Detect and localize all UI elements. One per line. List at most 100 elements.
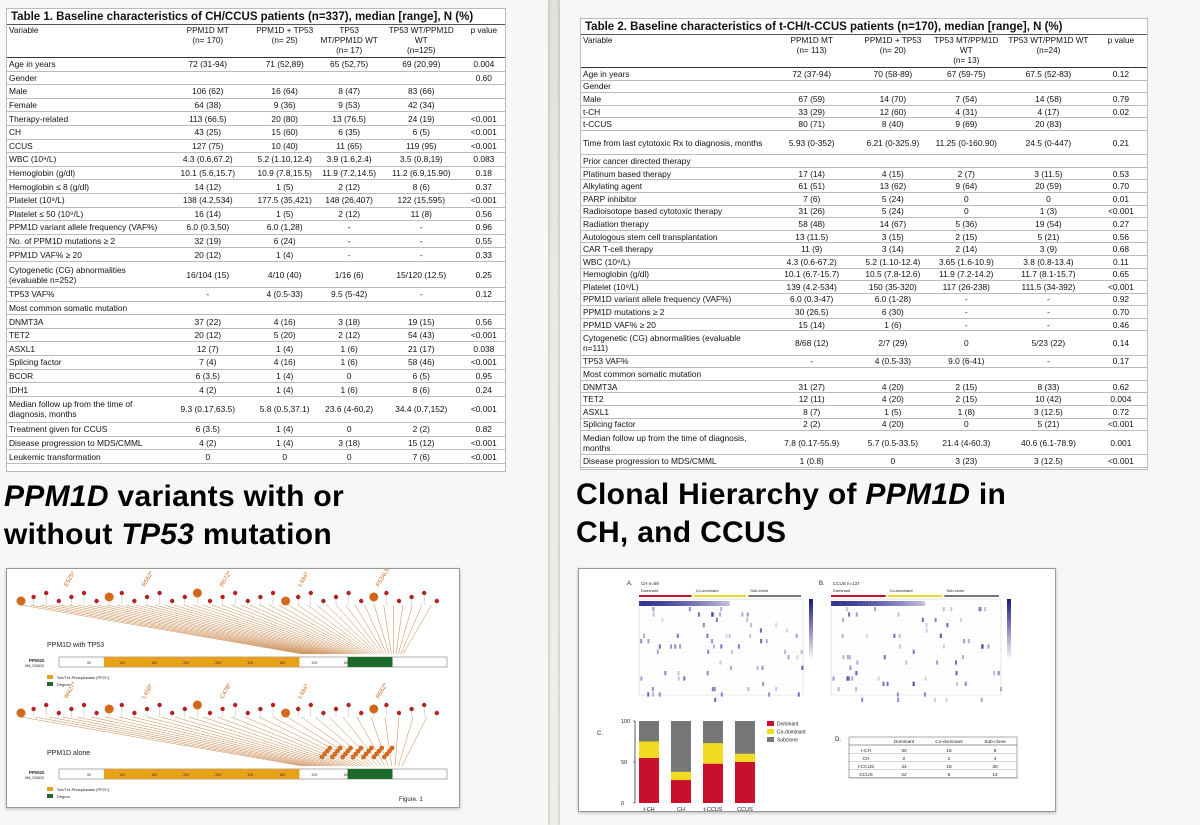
table-row: Age in years 72 (37-94) 70 (58-89) 67 (59-7… (581, 68, 1147, 81)
table2-col-header: p value (1095, 35, 1147, 67)
table-cell: <0.001 (1107, 419, 1134, 430)
legend-swatch (47, 682, 53, 686)
table-cell: 11.9 (7.2,14.5) (322, 168, 377, 179)
mutation-stick (356, 716, 386, 767)
table-row: DNMT3A 37 (22) 4 (16) 3 (18) 19 (15) 0.56 (7, 315, 505, 329)
mutation-stick (211, 604, 350, 655)
mutation-stick (174, 716, 341, 767)
table2-col-label: TP53 MT/PPM1D WT (934, 36, 999, 55)
table-cell: 0 (855, 469, 930, 470)
axis-tick: 350 (279, 661, 285, 665)
mutation-lollipop (182, 594, 187, 600)
table-cell: 12 (60) (879, 106, 907, 117)
table-row: Male 67 (59) 14 (70) 7 (54) 14 (58) 0.79 (581, 93, 1147, 106)
table-cell: 2 (7) (957, 168, 975, 179)
clonality-cell: 30 (901, 748, 907, 754)
table-cell: 3.5 (0.8,19) (399, 154, 443, 165)
heatmap-cell (647, 639, 650, 644)
table-cell: - (810, 356, 814, 367)
heatmap-cell (685, 601, 689, 606)
table-row: t-CH 33 (29) 12 (60) 4 (31) 4 (17) 0.02 (581, 106, 1147, 119)
heatmap-cell (852, 601, 856, 606)
color-scale-step (809, 653, 813, 656)
axis-tick: 300 (247, 661, 253, 665)
heatmap-cell (801, 665, 804, 670)
table-cell: 148 (26,407) (325, 195, 373, 206)
color-scale-step (809, 626, 813, 629)
table-cell: 11.9 (7.2-14.2) (939, 269, 994, 280)
table-cell: 0.21 (1112, 137, 1130, 148)
mutation-lollipop (346, 590, 351, 596)
heatmap-cell (868, 601, 872, 606)
heatmap-cell (849, 601, 853, 606)
mutation-lollipop (422, 590, 427, 596)
table-row: Disease progression to MDS/CMML 4 (2) 1 (4… (7, 437, 505, 451)
heatmap-cell (925, 628, 928, 633)
table-cell: 1 (4) (276, 384, 294, 395)
color-scale-step (809, 620, 813, 623)
heatmap-cell (658, 692, 661, 697)
table-cell: 3 (9) (1039, 244, 1058, 255)
row-label: Time from last cytotoxic Rx to diagnosis… (583, 137, 763, 148)
table-cell: 0.72 (1112, 406, 1130, 417)
table-cell: 4 (16) (273, 316, 296, 327)
color-scale-step (809, 611, 813, 614)
table-cell: 5 (24) (881, 206, 904, 217)
heatmap-cell (639, 601, 642, 606)
clonality-header: Sub-clone (984, 739, 1006, 745)
table-row: Hemoglobin (g/dl) 10.1 (5.6,15.7) 10.9 (7.… (7, 167, 505, 181)
table-row: Median follow up from the time of diagno… (7, 397, 505, 424)
heatmap-cell (718, 601, 722, 606)
mutation-stick (383, 604, 392, 655)
heatmap-cell (775, 623, 778, 628)
heatmap-cell (674, 644, 677, 649)
table-cell: <0.001 (1107, 456, 1134, 467)
heatmap-cell (711, 639, 714, 644)
mutation-lollipop (348, 745, 353, 751)
table-cell: 0 (205, 451, 211, 462)
heatmap-cell (922, 601, 926, 606)
table-cell: 4.3 (0.6,67.2) (182, 154, 233, 165)
heatmap-cell (843, 601, 847, 606)
table-cell: 0.17 (1112, 356, 1130, 367)
axis-tick: 350 (279, 773, 285, 777)
table-cell: 31 (27) (798, 381, 825, 392)
table-cell: 15 (60) (271, 127, 298, 138)
row-label: Splicing factor (9, 357, 62, 368)
table-cell: 33 (29) (798, 106, 825, 117)
table-cell: 6 (3.5) (195, 370, 220, 381)
axis-tick: 300 (247, 773, 253, 777)
table2-col-n: (n= 20) (879, 46, 906, 55)
table-cell: 0.009 (1095, 469, 1147, 470)
axis-tick: 50 (87, 661, 91, 665)
heatmap-cell (741, 612, 744, 617)
axis-tick: 400 (312, 773, 318, 777)
table-cell: 72 (37-94) (792, 68, 832, 79)
table-cell: 0.083 (473, 154, 495, 165)
table-row: Radiation therapy 58 (48) 14 (67) 5 (36) 19 … (581, 218, 1147, 231)
row-label: Splicing factor (583, 419, 636, 430)
right-heading-gene: PPM1D (865, 478, 971, 511)
mutation-stick (87, 604, 320, 655)
table-cell: 0.038 (473, 343, 495, 354)
color-scale-step (809, 629, 813, 632)
mutation-label: R552* (142, 570, 156, 588)
heatmap-cell (913, 601, 917, 606)
heatmap-cell (783, 649, 786, 654)
left-heading-gene2: TP53 (121, 518, 195, 551)
color-scale-step (809, 656, 813, 659)
row-label: Platelet ≤ 50 (10⁹/L) (9, 208, 84, 219)
mutation-lollipop (220, 594, 225, 600)
left-heading-gene: PPM1D (4, 480, 109, 513)
heatmap-cell (673, 601, 677, 606)
heatmap-cell (785, 628, 788, 633)
table-cell: 6 (24) (273, 236, 296, 247)
clonality-cell: 15 (946, 748, 952, 754)
table-row: Platinum based therapy 17 (14) 4 (15) 2 (7)… (581, 168, 1147, 181)
color-scale-step (1007, 620, 1011, 623)
band-bar (639, 595, 692, 597)
table2-col-label: p value (1107, 36, 1135, 45)
heatmap-cell (849, 665, 852, 670)
mutation-lollipop (56, 710, 61, 716)
table-cell: 9.0 (6-41) (948, 356, 985, 367)
